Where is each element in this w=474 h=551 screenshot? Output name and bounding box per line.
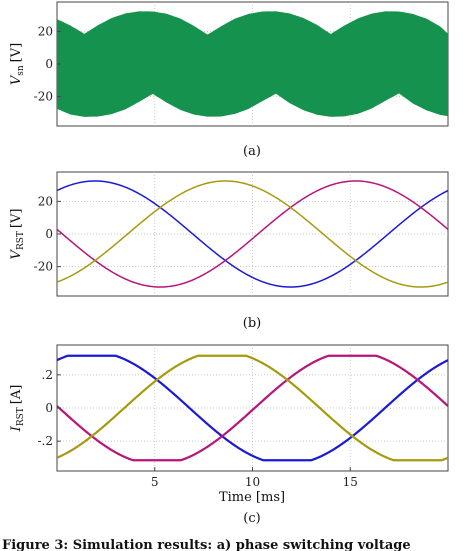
series-line-1 <box>57 354 448 462</box>
panel-c-yticks: .2 0 -.2 <box>37 368 61 448</box>
series-line-2 <box>57 354 448 462</box>
panel-a-ylabel: Vsn[V] <box>9 43 26 85</box>
series-line-2 <box>57 180 448 288</box>
panel-c-xticks: 5 10 15 <box>151 467 358 489</box>
y-tick-label: 20 <box>38 24 53 38</box>
y-tick-label: 0 <box>45 227 53 241</box>
panel-a-yticks: 20 0 -20 <box>34 24 61 104</box>
panel-b-plot <box>57 180 448 288</box>
series-line-1 <box>57 180 448 288</box>
panel-b-grid <box>57 172 448 296</box>
x-tick-label: 15 <box>343 475 358 489</box>
panel-c-ylabel: IRST[A] <box>9 385 26 433</box>
panel-c-grid <box>57 345 448 471</box>
y-tick-label: -20 <box>34 90 53 104</box>
x-tick-label: 10 <box>245 475 260 489</box>
y-tick-label: .2 <box>42 368 53 382</box>
panel-c-plot <box>57 354 448 462</box>
panel-c-caption: (c) <box>243 511 260 526</box>
panel-a-plot <box>57 11 448 117</box>
x-tick-label: 5 <box>151 475 159 489</box>
panel-c: .2 0 -.2 5 10 15 IRST[A] Time [ms] (c) <box>9 344 449 526</box>
panel-a: 20 0 -20 Vsn[V] (a) <box>9 1 449 159</box>
series-line-3 <box>57 180 448 288</box>
y-tick-label: 0 <box>45 401 53 415</box>
y-tick-label: 20 <box>38 194 53 208</box>
figure-caption-fragment: Figure 3: Simulation results: a) phase s… <box>2 538 411 551</box>
panel-c-xlabel: Time [ms] <box>219 490 285 505</box>
series-line-3 <box>57 354 448 462</box>
panel-b: 20 0 -20 VRST[V] (b) <box>9 171 449 331</box>
y-tick-label: 0 <box>45 57 53 71</box>
panel-b-caption: (b) <box>243 316 261 331</box>
panel-b-ylabel: VRST[V] <box>9 209 26 260</box>
panel-b-yticks: 20 0 -20 <box>34 194 61 274</box>
y-tick-label: -20 <box>34 260 53 274</box>
panel-a-caption: (a) <box>243 144 261 159</box>
switching-voltage-band <box>57 11 448 117</box>
y-tick-label: -.2 <box>37 434 53 448</box>
